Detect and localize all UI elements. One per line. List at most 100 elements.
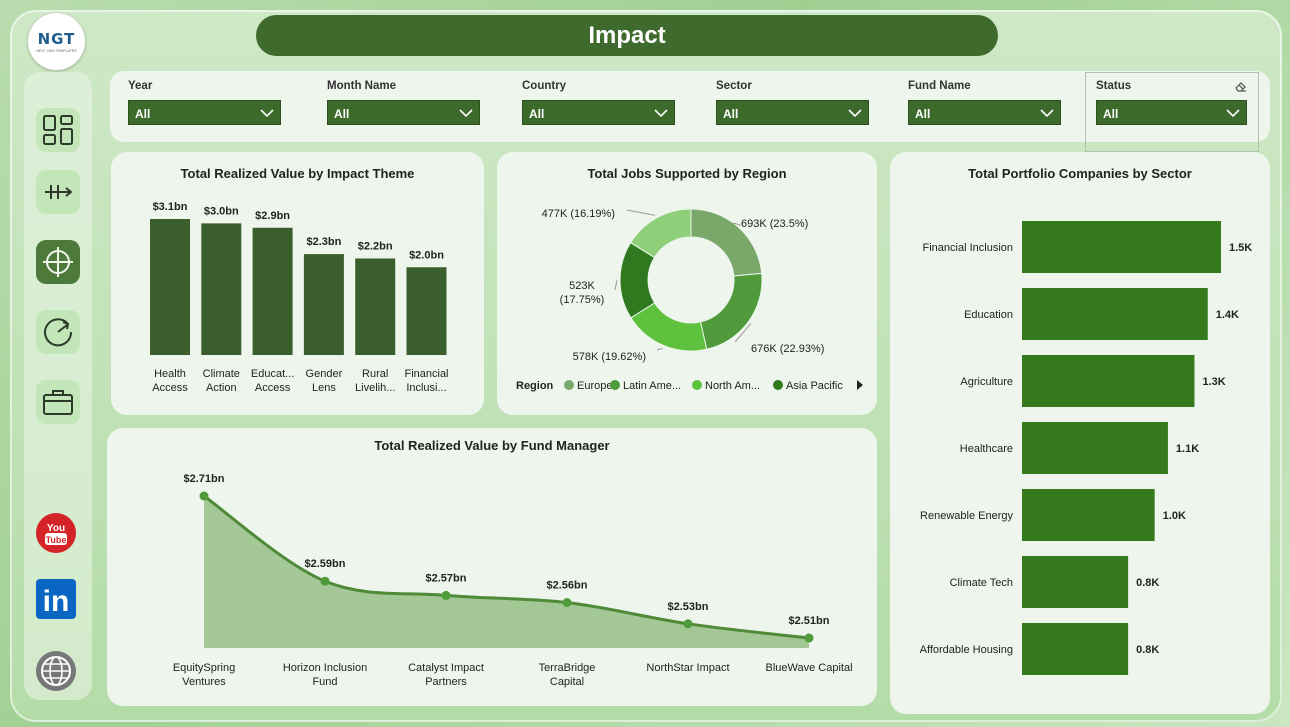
logo-text: NGT bbox=[37, 30, 76, 48]
data-point-4[interactable] bbox=[683, 619, 693, 629]
status-dropdown[interactable]: All bbox=[1096, 100, 1247, 125]
sector-bar-0[interactable] bbox=[1022, 221, 1221, 273]
sector-bar-1[interactable] bbox=[1022, 288, 1208, 340]
nav-analysis-button[interactable] bbox=[36, 170, 80, 214]
status-focus-outline bbox=[1085, 72, 1259, 152]
sector-label: Healthcare bbox=[960, 443, 1013, 455]
dropdown-value: All bbox=[135, 107, 151, 121]
logo-subtext: NEXT GEN TEMPLATES bbox=[36, 49, 77, 53]
filter-label: Sector bbox=[716, 80, 752, 92]
year-dropdown[interactable]: All bbox=[128, 100, 281, 125]
slice-label: 578K (19.62%) bbox=[573, 351, 646, 363]
sector-bar-2[interactable] bbox=[1022, 355, 1195, 407]
sector-card: Total Portfolio Companies by Sector Fina… bbox=[890, 152, 1270, 714]
legend-swatch bbox=[564, 380, 574, 390]
area-fill bbox=[204, 496, 809, 648]
legend-entry[interactable]: Latin Ame... bbox=[623, 380, 681, 392]
bar-value-label: $2.3bn bbox=[306, 236, 341, 248]
sector-bar-3[interactable] bbox=[1022, 422, 1168, 474]
category-label: Health Access bbox=[152, 368, 188, 394]
linkedin-icon: in bbox=[36, 579, 76, 619]
chart-title: Total Realized Value by Impact Theme bbox=[180, 166, 415, 181]
fund-label: Catalyst Impact Partners bbox=[408, 662, 484, 688]
data-point-3[interactable] bbox=[562, 598, 572, 607]
legend-title: Region bbox=[516, 380, 554, 392]
category-label: Educat... Access bbox=[251, 368, 294, 394]
bar-2[interactable] bbox=[252, 227, 293, 355]
slice-label: 693K (23.5%) bbox=[741, 218, 808, 230]
donut-slice-4[interactable] bbox=[629, 208, 692, 259]
gauge-icon bbox=[44, 318, 73, 347]
sector-value-label: 1.1K bbox=[1176, 443, 1199, 455]
sector-label: Financial Inclusion bbox=[923, 242, 1014, 254]
bar-1[interactable] bbox=[201, 223, 242, 355]
bar-4[interactable] bbox=[355, 258, 396, 355]
sector-bar-5[interactable] bbox=[1022, 556, 1129, 608]
svg-text:in: in bbox=[43, 585, 70, 618]
legend-entry[interactable]: North Am... bbox=[705, 380, 760, 392]
sector-label: Education bbox=[964, 309, 1013, 321]
dropdown-value: All bbox=[334, 107, 350, 121]
sector-bar-6[interactable] bbox=[1022, 623, 1129, 675]
website-link[interactable] bbox=[35, 650, 77, 692]
point-value-label: $2.71bn bbox=[184, 473, 225, 485]
slice-label: 523K (17.75%) bbox=[560, 280, 605, 306]
fund-manager-card: Total Realized Value by Fund Manager $2.… bbox=[107, 428, 877, 706]
sector-value-label: 1.5K bbox=[1229, 242, 1252, 254]
bar-value-label: $3.0bn bbox=[204, 205, 239, 217]
chart-title: Total Jobs Supported by Region bbox=[587, 166, 787, 181]
ngt-logo[interactable]: NGT NEXT GEN TEMPLATES bbox=[28, 13, 85, 70]
youtube-icon: You Tube bbox=[36, 513, 76, 553]
point-value-label: $2.57bn bbox=[426, 572, 467, 584]
category-label: Climate Action bbox=[203, 368, 240, 394]
point-value-label: $2.53bn bbox=[668, 601, 709, 613]
data-point-5[interactable] bbox=[804, 633, 814, 643]
eraser-icon[interactable] bbox=[1234, 79, 1248, 93]
chart-title: Total Portfolio Companies by Sector bbox=[968, 166, 1192, 181]
leader-line bbox=[732, 222, 741, 226]
legend-entry[interactable]: Europe bbox=[577, 380, 612, 392]
dropdown-value: All bbox=[723, 107, 739, 121]
page-title: Impact bbox=[588, 21, 666, 49]
point-value-label: $2.56bn bbox=[547, 580, 588, 592]
legend-next-icon[interactable] bbox=[857, 380, 863, 390]
chevron-down-icon bbox=[1226, 109, 1240, 118]
fund-dropdown[interactable]: All bbox=[908, 100, 1061, 125]
month-dropdown[interactable]: All bbox=[327, 100, 480, 125]
filter-label: Fund Name bbox=[908, 80, 971, 92]
country-dropdown[interactable]: All bbox=[522, 100, 675, 125]
series-line bbox=[203, 494, 810, 640]
sector-chart: Financial Inclusion 1.5K Education 1.4K Agri… bbox=[920, 221, 1252, 675]
bar-5[interactable] bbox=[406, 267, 447, 355]
sector-dropdown[interactable]: All bbox=[716, 100, 869, 125]
bar-value-label: $2.2bn bbox=[358, 240, 393, 252]
impact-theme-chart: $3.1bn Health Access $3.0bn Climate Action $2.… bbox=[150, 201, 449, 394]
fund-label: Horizon Inclusion Fund bbox=[283, 662, 367, 688]
svg-text:Tube: Tube bbox=[46, 535, 67, 545]
fund-label: NorthStar Impact bbox=[646, 662, 729, 674]
legend-entry[interactable]: Asia Pacific bbox=[786, 380, 843, 392]
sector-label: Climate Tech bbox=[950, 577, 1013, 589]
nav-overview-button[interactable] bbox=[36, 108, 80, 152]
data-point-2[interactable] bbox=[441, 590, 451, 600]
data-point-1[interactable] bbox=[320, 576, 330, 586]
nav-gauge-button[interactable] bbox=[36, 310, 80, 354]
bar-value-label: $2.0bn bbox=[409, 249, 444, 261]
bar-value-label: $3.1bn bbox=[153, 201, 188, 213]
overview-icon bbox=[43, 115, 73, 145]
impact-theme-card: Total Realized Value by Impact Theme $3.… bbox=[111, 152, 484, 415]
bar-0[interactable] bbox=[150, 219, 190, 355]
sector-label: Agriculture bbox=[960, 376, 1013, 388]
donut-slice-1[interactable] bbox=[699, 272, 763, 350]
nav-portfolio-button[interactable] bbox=[36, 380, 80, 424]
filter-label: Year bbox=[128, 80, 153, 92]
youtube-link[interactable]: You Tube bbox=[35, 512, 77, 554]
linkedin-link[interactable]: in bbox=[35, 578, 77, 620]
bar-3[interactable] bbox=[303, 254, 344, 355]
chevron-down-icon bbox=[1040, 109, 1054, 118]
leader-line bbox=[614, 280, 618, 291]
sector-bar-4[interactable] bbox=[1022, 489, 1155, 541]
dropdown-value: All bbox=[915, 107, 931, 121]
data-point-0[interactable] bbox=[199, 491, 209, 501]
nav-impact-button[interactable] bbox=[36, 240, 80, 284]
